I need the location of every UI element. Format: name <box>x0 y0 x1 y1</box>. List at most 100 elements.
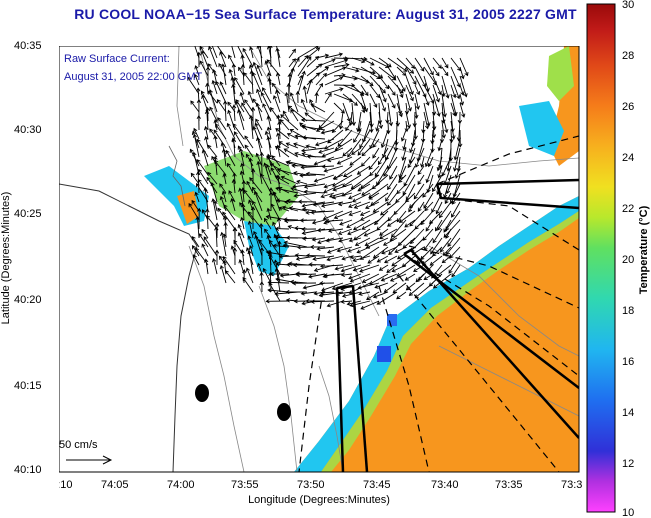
current-vector <box>326 156 344 163</box>
current-vector <box>405 84 414 102</box>
current-vector <box>336 246 353 253</box>
current-vector <box>348 210 362 217</box>
current-vector <box>300 98 308 113</box>
current-vector <box>237 46 245 59</box>
current-vector <box>342 147 353 157</box>
current-vector <box>450 84 457 99</box>
current-vector <box>247 249 254 275</box>
current-vector <box>234 76 245 95</box>
current-vector <box>288 57 300 77</box>
current-vector <box>382 237 398 246</box>
x-tick-label: 74:05 <box>101 479 129 491</box>
current-vector <box>343 165 362 177</box>
current-vector <box>363 228 380 237</box>
current-vector <box>239 202 254 221</box>
current-vector <box>231 83 236 104</box>
current-vector <box>338 237 353 243</box>
current-vector <box>378 84 387 103</box>
current-vector <box>274 145 290 158</box>
current-vector <box>320 129 335 135</box>
current-vector <box>267 77 272 95</box>
current-vector <box>436 183 443 195</box>
current-vector <box>333 62 350 68</box>
cool-front-band <box>294 196 579 472</box>
current-vector <box>320 201 344 208</box>
current-vector <box>286 160 308 167</box>
current-vector <box>302 85 308 104</box>
current-vector <box>227 162 236 176</box>
current-vector <box>266 136 272 158</box>
current-vector <box>201 243 209 257</box>
current-vector <box>313 174 335 183</box>
current-vector <box>214 226 219 248</box>
current-vector <box>240 249 245 266</box>
current-vector <box>384 255 398 264</box>
scale-label: 50 cm/s <box>59 439 98 451</box>
current-vector <box>391 264 407 273</box>
current-vector <box>387 66 396 80</box>
current-vector <box>372 291 389 299</box>
current-vector <box>348 273 362 280</box>
cb-tick: 22 <box>622 203 634 215</box>
current-vector <box>423 192 434 209</box>
current-vector <box>266 126 272 140</box>
current-vector <box>368 156 380 170</box>
current-vector <box>459 66 465 80</box>
current-vector <box>199 60 209 77</box>
current-vector <box>222 173 227 185</box>
current-vector <box>323 165 344 173</box>
current-vector <box>349 300 371 308</box>
current-vector <box>272 221 281 239</box>
current-vector <box>244 144 254 158</box>
current-vector <box>248 245 254 257</box>
current-vector <box>432 174 443 193</box>
current-vector <box>306 56 320 68</box>
current-vector <box>369 102 374 128</box>
current-vector <box>252 61 263 86</box>
current-vector <box>423 237 434 251</box>
current-vector <box>357 183 371 192</box>
current-vector <box>211 198 218 221</box>
current-vector <box>432 93 441 117</box>
plot-frame <box>59 46 580 473</box>
current-vector <box>376 291 398 305</box>
current-vector <box>254 122 263 140</box>
current-vector <box>272 191 281 212</box>
current-vector <box>359 129 371 149</box>
current-vector <box>387 192 398 206</box>
current-vector <box>290 186 308 194</box>
current-vector <box>417 201 425 212</box>
current-vector <box>255 152 263 167</box>
current-vector <box>259 151 264 176</box>
x-tick-label: 74:10 <box>59 479 73 491</box>
current-vector <box>454 165 461 179</box>
current-vector <box>335 291 353 296</box>
current-vector <box>321 282 344 292</box>
current-vector <box>265 163 272 176</box>
current-vector <box>203 236 218 257</box>
x-axis: 74:10 74:05 74:00 73:55 73:50 73:45 73:4… <box>59 479 582 506</box>
current-vector <box>445 183 452 195</box>
current-vector <box>398 210 416 223</box>
current-vector <box>351 57 366 64</box>
current-vector <box>222 233 227 248</box>
current-vector <box>396 291 407 300</box>
current-vector <box>226 122 236 140</box>
current-vector <box>324 87 344 95</box>
current-vector <box>436 156 443 172</box>
inset-line-1: Raw Surface Current: <box>64 53 170 65</box>
current-vector <box>223 204 236 221</box>
current-vector <box>253 230 263 248</box>
current-vector <box>328 192 344 199</box>
current-vector <box>260 173 272 194</box>
current-vector <box>222 211 236 230</box>
current-vector <box>262 267 272 284</box>
current-vector <box>319 281 335 286</box>
current-vector <box>442 246 452 256</box>
current-vector <box>238 147 245 167</box>
current-vector <box>256 88 263 104</box>
current-vector <box>247 235 254 248</box>
current-vector <box>437 138 443 152</box>
x-tick-label: 73:50 <box>297 479 325 491</box>
x-axis-label: Longitude (Degrees:Minutes) <box>248 494 390 506</box>
